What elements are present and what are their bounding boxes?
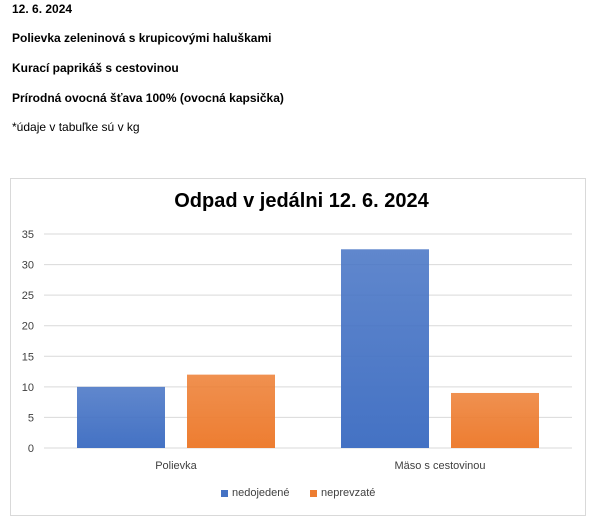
- bar-neprevzaté-2: [451, 392, 539, 448]
- y-tick-label: 5: [28, 412, 34, 424]
- y-tick-label: 15: [22, 351, 34, 363]
- bar-neprevzaté-1: [187, 374, 275, 448]
- x-tick-label: Mäso s cestovinou: [394, 460, 485, 472]
- y-tick-label: 35: [22, 229, 34, 241]
- y-tick-label: 0: [28, 443, 34, 455]
- legend-swatch-neprevzate: [310, 489, 317, 497]
- units-note: *údaje v tabuľke sú v kg: [12, 120, 140, 134]
- y-tick-label: 30: [22, 260, 34, 272]
- bar-nedojedené-1: [77, 386, 165, 448]
- legend-label-neprevzate: neprevzaté: [321, 487, 376, 499]
- chart-title: Odpad v jedálni 12. 6. 2024: [174, 190, 429, 212]
- menu-soup: Polievka zeleninová s krupicovými halušk…: [12, 31, 272, 45]
- legend-swatch-nedojedene: [221, 489, 228, 497]
- legend-item-nedojedene: nedojedené: [221, 487, 290, 499]
- y-tick-label: 10: [22, 382, 34, 394]
- bar-nedojedené-2: [341, 249, 429, 448]
- y-tick-label: 25: [22, 290, 34, 302]
- menu-drink: Prírodná ovocná šťava 100% (ovocná kapsi…: [12, 91, 284, 105]
- document-date: 12. 6. 2024: [12, 2, 73, 16]
- legend-item-neprevzate: neprevzaté: [310, 487, 375, 499]
- x-tick-label: Polievka: [155, 460, 197, 472]
- y-tick-label: 20: [22, 321, 34, 333]
- legend-label-nedojedene: nedojedené: [232, 487, 290, 499]
- menu-main-course: Kurací paprikáš s cestovinou: [12, 61, 179, 75]
